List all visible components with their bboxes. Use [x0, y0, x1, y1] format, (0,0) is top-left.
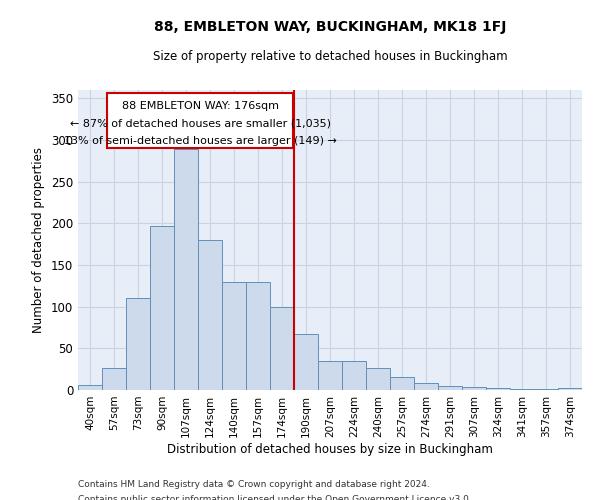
Text: 13% of semi-detached houses are larger (149) →: 13% of semi-detached houses are larger (… — [64, 136, 337, 146]
Bar — [78, 385, 102, 390]
Text: ← 87% of detached houses are smaller (1,035): ← 87% of detached houses are smaller (1,… — [70, 118, 331, 128]
Bar — [462, 386, 486, 390]
Bar — [294, 334, 318, 390]
Bar — [222, 282, 246, 390]
Text: 88 EMBLETON WAY: 176sqm: 88 EMBLETON WAY: 176sqm — [122, 101, 278, 111]
Bar — [174, 149, 198, 390]
Bar — [558, 388, 582, 390]
Bar — [486, 388, 510, 390]
Bar — [414, 384, 438, 390]
Bar — [510, 389, 534, 390]
Bar — [318, 361, 342, 390]
Bar — [366, 368, 390, 390]
Text: Contains public sector information licensed under the Open Government Licence v3: Contains public sector information licen… — [78, 495, 472, 500]
Bar — [246, 282, 270, 390]
Bar — [438, 386, 462, 390]
Bar — [198, 240, 222, 390]
Text: 88, EMBLETON WAY, BUCKINGHAM, MK18 1FJ: 88, EMBLETON WAY, BUCKINGHAM, MK18 1FJ — [154, 20, 506, 34]
Y-axis label: Number of detached properties: Number of detached properties — [32, 147, 46, 333]
Bar — [390, 376, 414, 390]
Bar — [126, 298, 150, 390]
X-axis label: Distribution of detached houses by size in Buckingham: Distribution of detached houses by size … — [167, 442, 493, 456]
Bar — [342, 361, 366, 390]
Bar — [102, 368, 126, 390]
Text: Size of property relative to detached houses in Buckingham: Size of property relative to detached ho… — [152, 50, 508, 63]
Bar — [270, 306, 294, 390]
Bar — [534, 389, 558, 390]
Bar — [150, 226, 174, 390]
Text: Contains HM Land Registry data © Crown copyright and database right 2024.: Contains HM Land Registry data © Crown c… — [78, 480, 430, 489]
FancyBboxPatch shape — [107, 92, 293, 148]
